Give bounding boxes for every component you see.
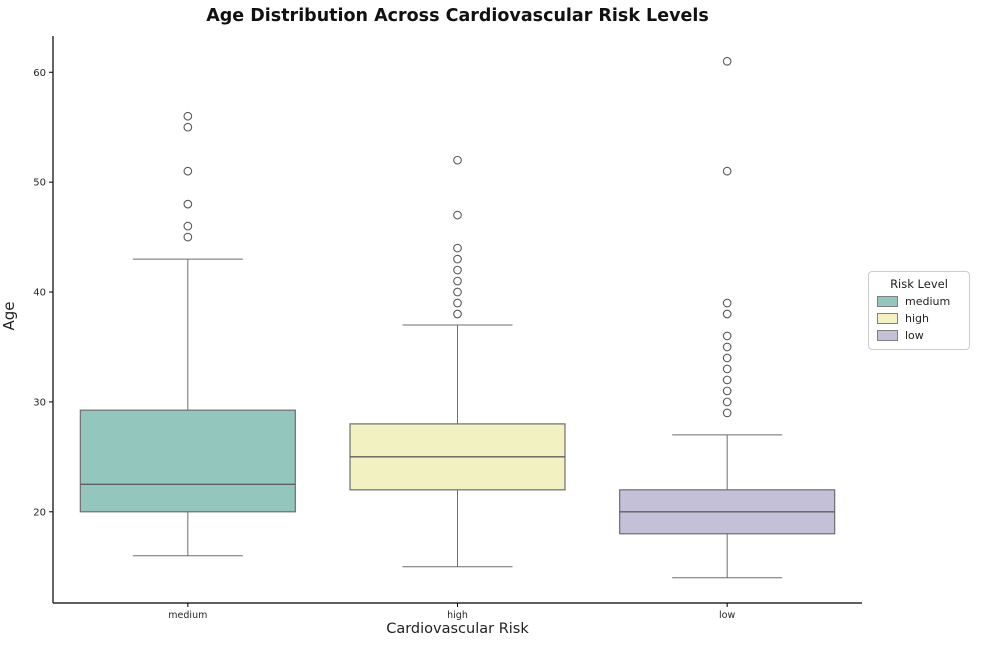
outlier-point-medium xyxy=(183,232,193,242)
outlier-point-low xyxy=(722,309,732,319)
x-tick-label-medium: medium xyxy=(168,610,207,621)
outlier-point-high xyxy=(453,309,462,319)
y-tick-label: 50 xyxy=(33,178,46,189)
x-tick-label-high: high xyxy=(447,610,468,621)
outlier-point-medium xyxy=(183,199,193,209)
legend-item-medium: medium xyxy=(877,295,961,308)
x-axis-label: Cardiovascular Risk xyxy=(386,621,529,637)
legend-title: Risk Level xyxy=(890,277,948,291)
legend-item-low: low xyxy=(877,329,961,342)
legend-label: high xyxy=(905,312,929,325)
outlier-point-low xyxy=(722,331,732,341)
outlier-point-low xyxy=(722,298,732,308)
outlier-point-medium xyxy=(183,221,193,231)
legend-item-high: high xyxy=(877,312,961,325)
outlier-point-high xyxy=(453,254,462,264)
outlier-point-low xyxy=(722,56,732,66)
outlier-point-high xyxy=(453,298,462,308)
outlier-point-high xyxy=(453,265,462,275)
outlier-point-high xyxy=(453,276,462,286)
outlier-point-low xyxy=(722,364,732,374)
legend-swatch-medium xyxy=(877,296,898,307)
outlier-point-low xyxy=(722,342,732,352)
outlier-point-medium xyxy=(183,122,193,132)
legend-swatch-low xyxy=(877,330,898,341)
outlier-point-low xyxy=(722,386,732,396)
outlier-point-high xyxy=(453,243,462,253)
chart-title: Age Distribution Across Cardiovascular R… xyxy=(206,6,709,26)
legend-items: medium high low xyxy=(877,295,961,342)
y-tick-label: 20 xyxy=(33,507,46,518)
outlier-point-medium xyxy=(183,111,193,121)
x-tick-label-low: low xyxy=(719,610,735,621)
outlier-point-low xyxy=(722,375,732,385)
y-tick-label: 30 xyxy=(33,397,46,408)
legend: Risk Level medium high low xyxy=(868,271,970,350)
outlier-point-low xyxy=(722,166,732,176)
outlier-point-low xyxy=(722,408,732,418)
outlier-point-high xyxy=(453,287,462,297)
y-tick-label: 40 xyxy=(33,288,46,299)
y-tick-label: 60 xyxy=(33,68,46,79)
legend-label: low xyxy=(905,329,924,342)
outlier-point-low xyxy=(722,397,732,407)
legend-swatch-high xyxy=(877,313,898,324)
outlier-point-high xyxy=(453,210,462,220)
outlier-point-high xyxy=(453,155,462,165)
outlier-point-low xyxy=(722,353,732,363)
box-medium xyxy=(79,409,296,513)
legend-label: medium xyxy=(905,295,951,308)
outlier-point-medium xyxy=(183,166,193,176)
